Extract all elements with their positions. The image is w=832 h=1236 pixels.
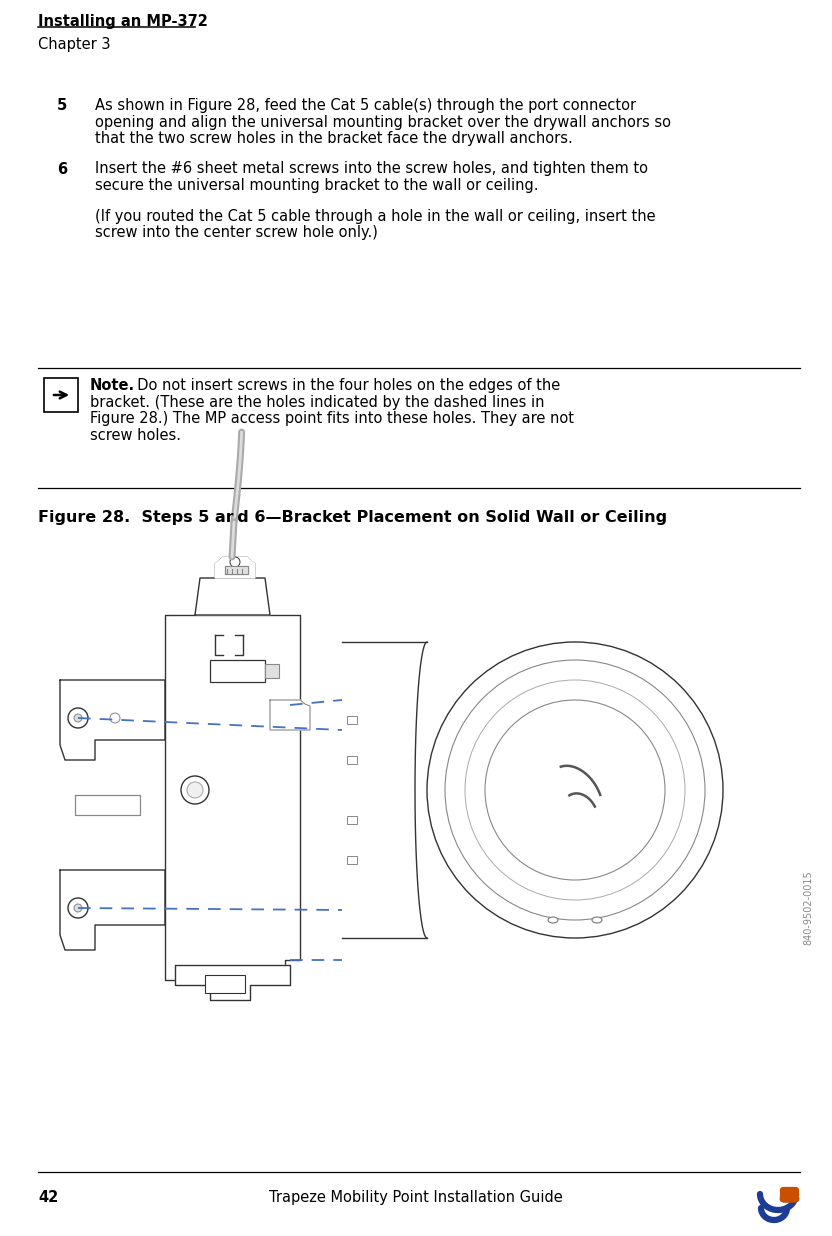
Bar [347, 816, 357, 824]
Bar [347, 716, 357, 724]
Bar [205, 975, 245, 993]
Circle shape [68, 899, 88, 918]
Text: secure the universal mounting bracket to the wall or ceiling.: secure the universal mounting bracket to… [95, 178, 538, 193]
Text: screw into the center screw hole only.): screw into the center screw hole only.) [95, 225, 378, 240]
Text: Installing an MP-372: Installing an MP-372 [38, 14, 208, 28]
Ellipse shape [445, 660, 705, 920]
Text: Insert the #6 sheet metal screws into the screw holes, and tighten them to: Insert the #6 sheet metal screws into th… [95, 162, 648, 177]
Text: Figure 28.) The MP access point fits into these holes. They are not: Figure 28.) The MP access point fits int… [90, 412, 574, 426]
Text: Figure 28.  Steps 5 and 6—Bracket Placement on Solid Wall or Ceiling: Figure 28. Steps 5 and 6—Bracket Placeme… [38, 510, 667, 525]
Circle shape [110, 713, 120, 723]
Text: Do not insert screws in the four holes on the edges of the: Do not insert screws in the four holes o… [128, 378, 560, 393]
Polygon shape [270, 700, 310, 730]
Circle shape [181, 776, 209, 803]
Text: 42: 42 [38, 1190, 58, 1205]
Text: (If you routed the Cat 5 cable through a hole in the wall or ceiling, insert the: (If you routed the Cat 5 cable through a… [95, 209, 656, 224]
Circle shape [74, 714, 82, 722]
Polygon shape [60, 870, 165, 950]
Text: As shown in Figure 28, feed the Cat 5 cable(s) through the port connector: As shown in Figure 28, feed the Cat 5 ca… [95, 98, 636, 112]
Text: 840-9502-0015: 840-9502-0015 [803, 870, 813, 944]
Polygon shape [165, 616, 300, 980]
Text: Note.: Note. [90, 378, 135, 393]
Ellipse shape [592, 917, 602, 923]
Polygon shape [60, 680, 165, 760]
Bar [44, 378, 78, 412]
Polygon shape [75, 795, 140, 815]
Ellipse shape [427, 641, 723, 938]
Bar [347, 857, 357, 864]
Text: screw holes.: screw holes. [90, 428, 181, 442]
Text: bracket. (These are the holes indicated by the dashed lines in: bracket. (These are the holes indicated … [90, 394, 544, 409]
Bar [210, 660, 265, 682]
Ellipse shape [548, 917, 558, 923]
Text: Chapter 3: Chapter 3 [38, 37, 111, 52]
Polygon shape [175, 965, 290, 1000]
Circle shape [230, 557, 240, 567]
Polygon shape [225, 566, 248, 574]
Text: that the two screw holes in the bracket face the drywall anchors.: that the two screw holes in the bracket … [95, 131, 572, 146]
Bar [265, 664, 279, 679]
Text: opening and align the universal mounting bracket over the drywall anchors so: opening and align the universal mounting… [95, 115, 671, 130]
Polygon shape [215, 557, 255, 578]
Bar [347, 756, 357, 764]
Text: Trapeze Mobility Point Installation Guide: Trapeze Mobility Point Installation Guid… [269, 1190, 563, 1205]
Circle shape [187, 782, 203, 798]
Polygon shape [195, 578, 270, 616]
Text: 6: 6 [57, 162, 67, 177]
Circle shape [74, 904, 82, 912]
Circle shape [68, 708, 88, 728]
Text: 5: 5 [57, 98, 67, 112]
Ellipse shape [485, 700, 665, 880]
Ellipse shape [465, 680, 685, 900]
